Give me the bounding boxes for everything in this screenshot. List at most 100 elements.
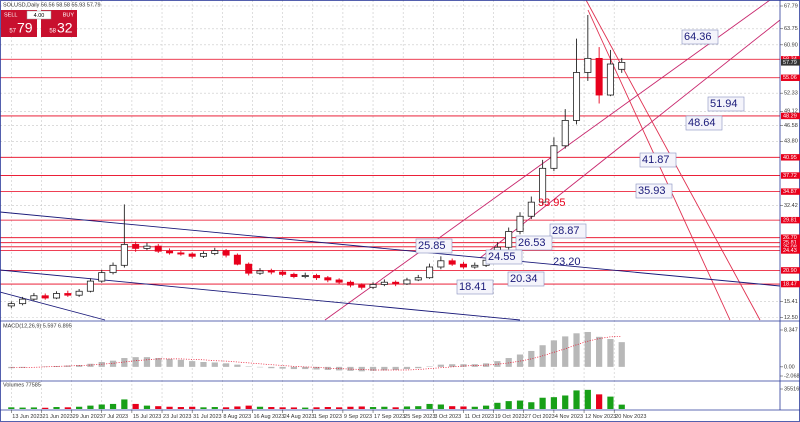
- x-tick-label: 23 Jul 2023: [163, 414, 191, 420]
- volume-bar: [358, 406, 365, 409]
- volume-bar: [313, 407, 320, 409]
- macd-bar: [279, 366, 286, 369]
- macd-bar: [596, 336, 603, 367]
- candle-body: [211, 250, 219, 254]
- candle-body: [358, 284, 366, 288]
- x-tick-label: 20 Nov 2023: [615, 414, 646, 420]
- level-label: 29.81: [783, 218, 797, 224]
- candle-body: [245, 263, 253, 274]
- candle-body: [188, 253, 196, 257]
- candle-body: [41, 295, 49, 299]
- candle-body: [75, 290, 83, 296]
- level-label-box: [781, 216, 800, 224]
- macd-bar: [19, 366, 26, 368]
- level-label: 37.72: [783, 173, 797, 179]
- volume-bar: [449, 406, 456, 409]
- macd-bar: [211, 362, 218, 367]
- annotation-box: [515, 235, 553, 251]
- volume-bar: [573, 390, 580, 409]
- candle-body: [369, 284, 377, 288]
- volume-bar: [392, 407, 399, 409]
- candle-body: [222, 250, 230, 256]
- chart-title: SOLUSD,Daily 56.56 58.58 55.93 57.79: [3, 2, 101, 8]
- volume-bar: [132, 403, 139, 409]
- macd-bar: [109, 360, 117, 367]
- candle-body: [290, 273, 298, 277]
- macd-bar: [155, 358, 162, 367]
- volume-bar: [596, 394, 603, 409]
- volume-bar: [189, 406, 196, 409]
- candle-body: [448, 260, 456, 265]
- candle-body: [154, 245, 162, 252]
- y-tick-label: 67.79: [784, 3, 798, 9]
- volume-bar: [53, 407, 60, 409]
- x-tick-label: 11 Oct 2023: [464, 414, 494, 420]
- level-label-box: [781, 243, 800, 251]
- volume-bar: [177, 407, 184, 409]
- x-tick-label: 8 Aug 2023: [223, 414, 251, 420]
- macd-bar: [87, 363, 94, 367]
- volume-bar: [245, 405, 252, 409]
- macd-bar: [324, 366, 331, 370]
- candle-body: [471, 264, 479, 268]
- candle-body: [279, 271, 287, 275]
- annotation: 24.55: [488, 251, 516, 263]
- x-tick-label: 25 Sep 2023: [404, 414, 435, 420]
- volume-bar: [64, 407, 71, 409]
- y-tick-label: 43.80: [784, 139, 798, 145]
- macd-bar: [121, 358, 128, 367]
- macd-bar: [132, 357, 139, 367]
- annotation-box: [685, 115, 723, 131]
- annotation-box: [635, 183, 673, 199]
- volume-bar: [166, 406, 173, 409]
- macd-bar: [313, 366, 320, 370]
- macd-bar: [302, 366, 309, 370]
- x-tick-label: 24 Aug 2023: [284, 414, 315, 420]
- x-tick-label: 7 Jul 2023: [103, 414, 128, 420]
- annotation: 64.36: [684, 31, 712, 43]
- candle-body: [301, 275, 309, 277]
- buy-price-big: 58: [49, 29, 56, 35]
- macd-bar: [392, 366, 399, 370]
- level-label-box: [781, 267, 800, 274]
- volume-bar: [426, 403, 433, 409]
- volume-tick-label: 355169: [784, 386, 800, 392]
- level-label-box: [781, 234, 800, 241]
- volume-bar: [336, 407, 343, 409]
- trend-line: [0, 211, 781, 287]
- volume-bar: [607, 396, 614, 409]
- macd-bar: [347, 366, 354, 371]
- level-label: 48.29: [783, 113, 797, 119]
- macd-bar: [562, 336, 569, 367]
- volume-bar: [302, 407, 309, 409]
- candle-body: [539, 167, 547, 203]
- candle-body: [199, 253, 207, 257]
- macd-bar: [166, 358, 173, 367]
- candle-body: [392, 281, 400, 285]
- level-label: 26.70: [783, 235, 797, 241]
- annotation: 41.87: [642, 154, 670, 166]
- volume-bar: [437, 404, 444, 409]
- volume-bar: [482, 405, 490, 409]
- x-tick-label: 12 Nov 2023: [585, 414, 616, 420]
- lot-field[interactable]: [26, 10, 52, 20]
- volume-bar: [42, 407, 49, 409]
- macd-bar: [336, 366, 343, 371]
- volume-bar: [369, 407, 377, 409]
- annotation-box: [707, 96, 745, 112]
- volume-bar: [618, 404, 625, 409]
- macd-bar: [222, 363, 230, 367]
- level-label: 55.06: [783, 75, 797, 81]
- candle-body: [573, 72, 581, 121]
- candle-body: [256, 270, 264, 274]
- x-tick-label: 29 Jun 2023: [73, 414, 103, 420]
- candle-body: [618, 61, 626, 70]
- candle-body: [584, 57, 592, 73]
- level-label: 25.81: [783, 240, 797, 246]
- level-label-box: [781, 280, 800, 288]
- trend-line: [0, 291, 106, 321]
- level-label-box: [781, 74, 800, 81]
- level-label-box: [781, 188, 800, 195]
- x-tick-label: 1 Sep 2023: [314, 414, 342, 420]
